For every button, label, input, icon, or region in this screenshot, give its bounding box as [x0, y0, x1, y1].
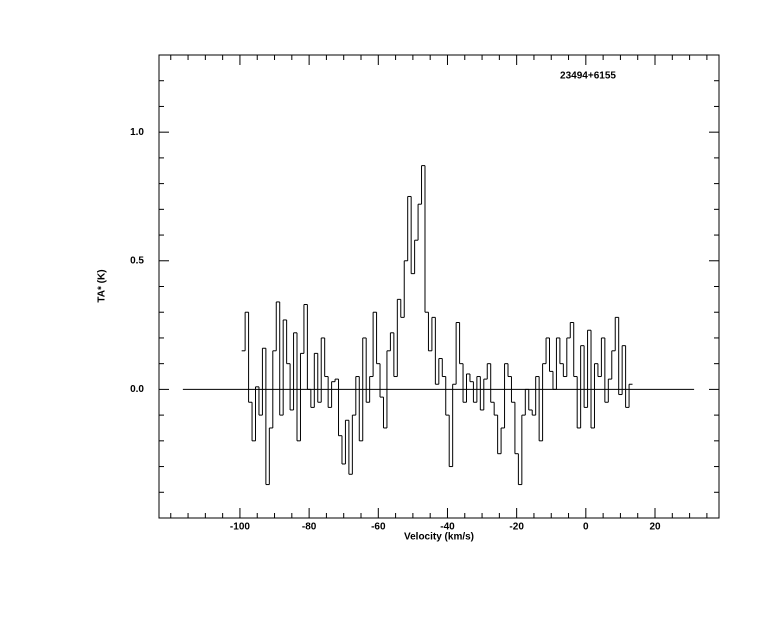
y-tick-label: 0.0 [130, 384, 144, 395]
x-tick-label: -60 [371, 522, 386, 533]
x-tick-label: -80 [302, 522, 317, 533]
x-tick-label: -40 [440, 522, 455, 533]
plot-frame [158, 54, 720, 519]
y-tick-label: 1.0 [130, 127, 144, 138]
x-tick-label: 0 [583, 522, 589, 533]
x-tick-label: 20 [649, 522, 661, 533]
chart-title: 23494+6155 [560, 71, 616, 82]
x-axis-label: Velocity (km/s) [404, 532, 474, 543]
y-axis-label: TA* (K) [97, 269, 108, 302]
y-tick-label: 0.5 [130, 255, 144, 266]
x-tick-label: -20 [509, 522, 524, 533]
x-tick-label: -100 [230, 522, 250, 533]
